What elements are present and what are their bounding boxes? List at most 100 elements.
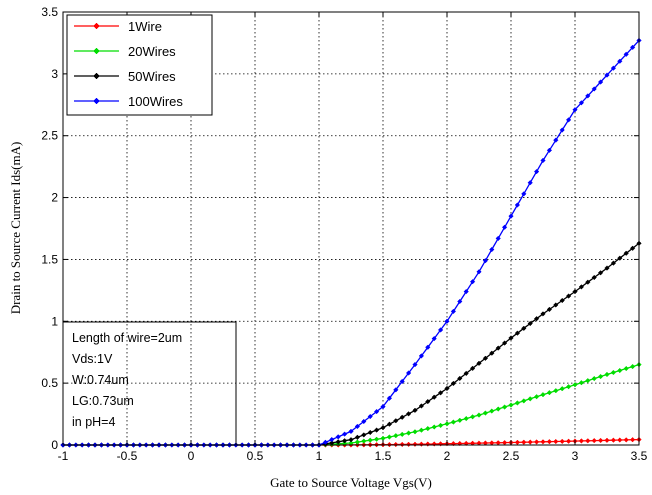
data-point (546, 147, 553, 153)
y-tick-label: 3.5 (41, 5, 58, 19)
data-point (527, 396, 533, 402)
data-point (393, 418, 399, 424)
data-point (623, 250, 629, 256)
x-tick-label: 3 (572, 449, 579, 463)
data-point (591, 375, 597, 382)
data-point (514, 400, 521, 406)
x-tick-label: -1 (58, 449, 69, 463)
data-point (386, 434, 393, 440)
data-point (565, 384, 572, 390)
data-point (527, 180, 533, 186)
legend-label-1wire: 1Wire (128, 19, 162, 34)
data-point (425, 344, 431, 350)
data-point (617, 255, 623, 261)
data-point (553, 137, 559, 143)
data-point (412, 429, 418, 435)
data-point (418, 353, 425, 359)
annotation-line: W:0.74um (72, 373, 129, 387)
x-tick-label: -0.5 (117, 449, 138, 463)
data-point (367, 413, 373, 420)
annotation-line: LG:0.73um (72, 394, 134, 408)
data-point (514, 330, 521, 336)
data-point (585, 438, 591, 444)
data-point (476, 360, 482, 367)
data-point (431, 335, 437, 342)
data-point (527, 439, 533, 445)
data-point (361, 418, 367, 425)
grid-lines (63, 12, 639, 445)
data-point (553, 302, 559, 308)
data-point (623, 437, 629, 443)
data-point (597, 79, 604, 85)
data-point (540, 391, 546, 398)
data-point (572, 107, 578, 113)
data-point (629, 437, 636, 443)
legend-label-50wires: 50Wires (128, 69, 176, 84)
data-point (495, 406, 501, 412)
data-point (361, 438, 367, 444)
data-point (469, 414, 476, 420)
data-point (617, 367, 623, 374)
data-point (565, 117, 572, 123)
data-point (623, 365, 629, 372)
data-point (437, 390, 444, 396)
data-point (489, 408, 495, 414)
data-point (341, 431, 348, 437)
data-point (457, 417, 463, 423)
x-tick-label: 1 (316, 449, 323, 463)
data-point (469, 365, 476, 372)
legend-box (66, 14, 213, 116)
data-point (527, 320, 533, 327)
data-point (354, 434, 361, 440)
data-point (425, 425, 431, 432)
data-point (380, 403, 386, 410)
y-tick-label: 0.5 (41, 376, 58, 390)
data-point (578, 380, 585, 386)
data-point (393, 433, 399, 439)
data-point (399, 441, 405, 448)
data-point (546, 439, 553, 445)
data-point (463, 415, 469, 422)
data-point (482, 258, 489, 264)
data-point (418, 427, 425, 433)
data-point (533, 439, 540, 445)
data-point (469, 279, 476, 285)
data-point (521, 191, 527, 197)
data-point (578, 284, 585, 290)
data-point (450, 380, 457, 387)
data-point (565, 438, 572, 444)
data-point (629, 245, 636, 251)
data-point (329, 436, 335, 443)
plot-frame (62, 11, 640, 446)
data-point (444, 421, 450, 427)
y-tick-label: 2.5 (41, 129, 58, 143)
data-point (559, 386, 565, 392)
data-point (489, 350, 495, 356)
annotation-frame (62, 321, 237, 446)
data-point (604, 437, 610, 443)
data-point (399, 378, 405, 385)
data-point (393, 387, 399, 393)
data-point (405, 370, 412, 376)
data-point (444, 318, 450, 324)
data-point (597, 270, 604, 276)
data-point (373, 408, 380, 415)
data-point (540, 311, 546, 317)
data-point (348, 437, 354, 443)
axis-ticks: -1 -0.5 0 0.5 1 1.5 2 2.5 3 3.5 0 0.5 1 1.5 2 2.5 3 3.5 (41, 5, 647, 463)
data-point (482, 410, 489, 416)
data-point (610, 260, 617, 266)
data-point (373, 427, 380, 433)
data-point (572, 382, 578, 388)
data-point (412, 407, 418, 414)
data-point (533, 316, 540, 322)
data-point (418, 441, 425, 447)
data-point (482, 355, 489, 361)
x-tick-label: 3.5 (631, 449, 648, 463)
data-point (572, 288, 578, 295)
data-point (591, 86, 597, 92)
data-point (495, 235, 501, 242)
data-point (578, 100, 585, 106)
annotation-line: Length of wire=2um (72, 331, 182, 345)
data-point (418, 403, 425, 409)
